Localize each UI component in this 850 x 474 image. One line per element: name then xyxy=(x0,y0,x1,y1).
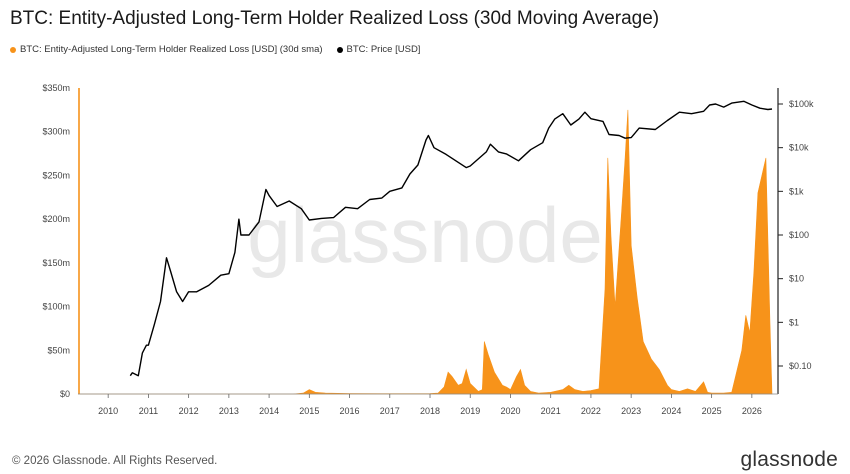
watermark: glassnode xyxy=(247,191,603,279)
y-tick-label-right: $1 xyxy=(789,317,799,327)
x-tick-label: 2011 xyxy=(139,406,158,416)
x-tick-label: 2022 xyxy=(581,406,601,416)
y-tick-label-left: $0 xyxy=(60,389,70,399)
x-tick-label: 2026 xyxy=(742,406,762,416)
y-tick-label-left: $300m xyxy=(42,127,70,137)
axes-layer: $0 $50m $100m $150m $200m $250m $300m $350m $0.1… xyxy=(42,83,814,416)
y-tick-label-right: $100 xyxy=(789,230,809,240)
y-tick-label-left: $100m xyxy=(42,302,70,312)
y-tick-label-right: $10k xyxy=(789,143,809,153)
price-line xyxy=(129,100,773,377)
legend: BTC: Entity-Adjusted Long-Term Holder Re… xyxy=(10,44,420,55)
y-tick-label-left: $150m xyxy=(42,258,70,268)
copyright: © 2026 Glassnode. All Rights Reserved. xyxy=(12,455,218,467)
loss-area xyxy=(78,109,773,395)
x-tick-label: 2020 xyxy=(500,406,520,416)
x-tick-label: 2019 xyxy=(460,406,480,416)
legend-item-price[interactable]: BTC: Price [USD] xyxy=(336,44,421,55)
x-tick-label: 2016 xyxy=(340,406,360,416)
y-tick-label-left: $350m xyxy=(42,83,70,93)
y-tick-label-left: $50m xyxy=(47,345,70,355)
x-tick-label: 2024 xyxy=(661,406,681,416)
x-tick-label: 2023 xyxy=(621,406,641,416)
x-tick-label: 2014 xyxy=(259,406,279,416)
y-tick-label-left: $200m xyxy=(42,214,70,224)
glassnode-logo[interactable]: glassnode xyxy=(740,448,838,471)
legend-label-loss: BTC: Entity-Adjusted Long-Term Holder Re… xyxy=(20,44,323,55)
y-tick-label-right: $1k xyxy=(789,186,804,196)
y-tick-label-right: $10 xyxy=(789,274,804,284)
x-tick-label: 2025 xyxy=(702,406,722,416)
chart-title: BTC: Entity-Adjusted Long-Term Holder Re… xyxy=(10,8,660,29)
legend-item-loss[interactable]: BTC: Entity-Adjusted Long-Term Holder Re… xyxy=(10,44,323,55)
x-tick-label: 2015 xyxy=(299,406,319,416)
legend-dot-loss xyxy=(10,46,16,53)
x-tick-label: 2021 xyxy=(541,406,561,416)
legend-dot-price xyxy=(336,46,343,53)
x-tick-label: 2010 xyxy=(98,406,118,416)
legend-label-price: BTC: Price [USD] xyxy=(346,44,421,55)
y-tick-label-left: $250m xyxy=(42,170,70,180)
x-tick-label: 2013 xyxy=(219,406,239,416)
x-tick-label: 2017 xyxy=(380,406,400,416)
y-tick-label-right: $100k xyxy=(789,99,814,109)
x-tick-label: 2012 xyxy=(179,406,199,416)
loss-series-layer xyxy=(78,88,773,395)
x-tick-label: 2018 xyxy=(420,406,440,416)
price-series-layer xyxy=(129,100,773,377)
y-tick-label-right: $0.10 xyxy=(789,361,812,371)
